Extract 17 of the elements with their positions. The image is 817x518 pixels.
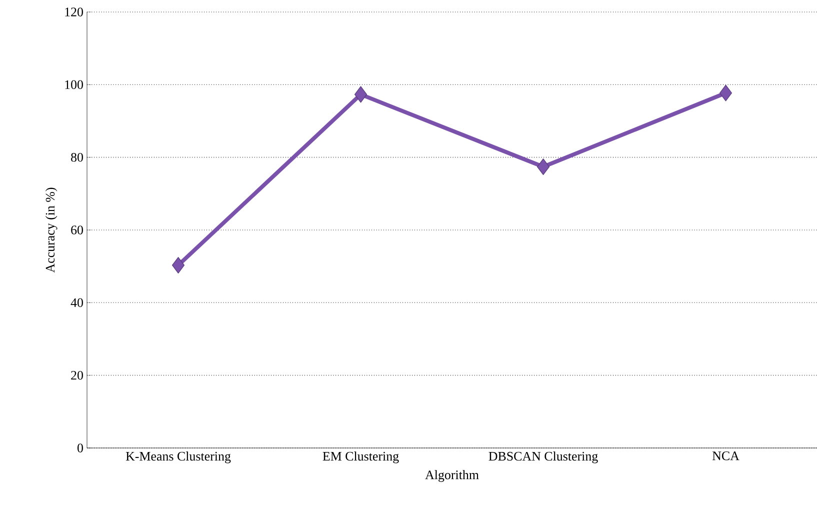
x-axis-title: Algorithm xyxy=(425,470,479,482)
y-tick-label: 80 xyxy=(71,152,83,162)
x-tick-label: EM Clustering xyxy=(322,452,399,464)
y-tick-label: 120 xyxy=(65,8,83,16)
y-axis-title: Accuracy (in %) xyxy=(45,188,58,273)
y-tick-label: 0 xyxy=(78,444,83,452)
point xyxy=(354,86,368,103)
x-tick-label: NCA xyxy=(712,452,740,460)
point xyxy=(172,256,185,274)
point xyxy=(719,84,732,102)
y-tick-label: 60 xyxy=(71,226,83,234)
point xyxy=(536,158,550,176)
y-tick-label: 20 xyxy=(71,370,83,380)
x-tick-label: K-Means Clustering xyxy=(126,452,231,464)
y-tick-label: 40 xyxy=(70,298,83,308)
x-tick-label: DBSCAN Clustering xyxy=(488,452,598,464)
y-tick-label: 100 xyxy=(65,80,83,90)
